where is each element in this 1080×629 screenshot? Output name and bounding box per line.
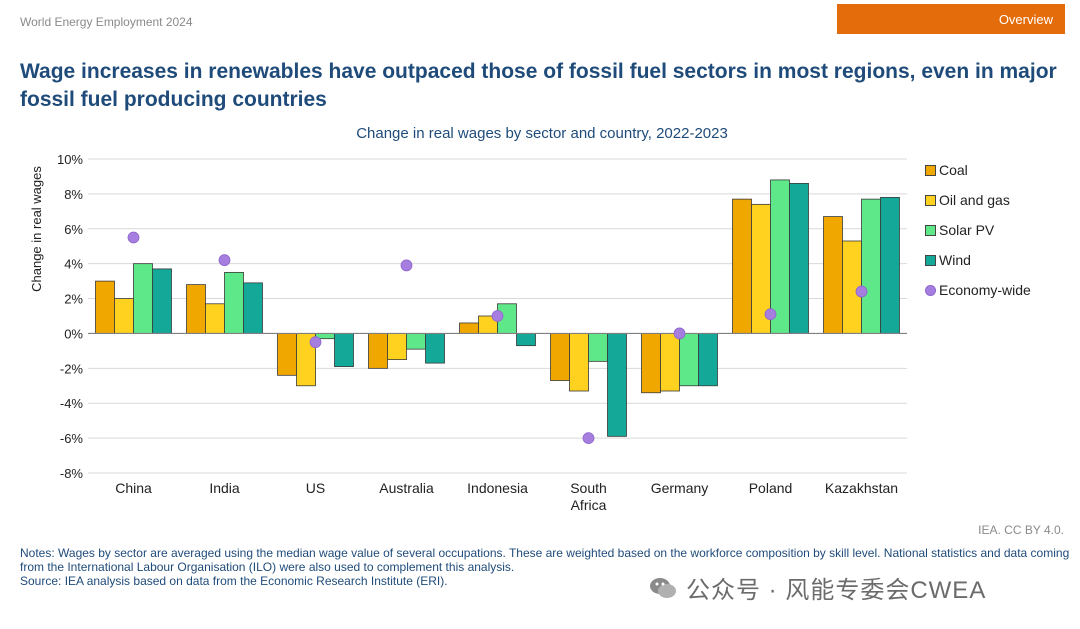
x-tick-label: Poland — [749, 480, 793, 496]
x-tick-label: Australia — [379, 480, 434, 496]
dot-economy-wide-south-africa — [582, 432, 595, 445]
bars — [95, 179, 900, 437]
bar-solar-pv-south-africa — [588, 333, 608, 362]
bar-coal-china — [95, 280, 115, 334]
legend-item-solar-pv: Solar PV — [925, 215, 1031, 245]
bar-coal-south-africa — [550, 333, 570, 381]
legend-item-oil-and-gas: Oil and gas — [925, 185, 1031, 215]
legend-swatch — [925, 164, 936, 176]
y-tick-label: 0% — [64, 326, 83, 341]
y-tick-label: 4% — [64, 257, 83, 272]
legend-label: Wind — [939, 252, 971, 268]
dot-economy-wide-kazakhstan — [855, 285, 868, 298]
legend-item-economy-wide: Economy-wide — [925, 275, 1031, 305]
bar-solar-pv-china — [133, 263, 153, 334]
x-tick-label: China — [115, 480, 152, 496]
bar-oil-and-gas-india — [205, 303, 225, 334]
legend-label: Economy-wide — [939, 282, 1031, 298]
bar-coal-us — [277, 333, 297, 376]
legend-label: Solar PV — [939, 222, 995, 238]
notes-text: Notes: Wages by sector are averaged usin… — [20, 546, 1070, 574]
x-tick-label: Indonesia — [467, 480, 528, 496]
dot-economy-wide-us — [309, 336, 322, 349]
legend-swatch — [925, 254, 936, 266]
bar-oil-and-gas-south-africa — [569, 333, 589, 392]
x-tick-label: India — [209, 480, 240, 496]
bar-wind-kazakhstan — [880, 196, 900, 334]
watermark-text: 公众号 · 风能专委会CWEA — [686, 577, 987, 604]
y-axis-label: Change in real wages — [29, 166, 44, 292]
bar-wind-indonesia — [516, 333, 536, 347]
bar-oil-and-gas-germany — [660, 333, 680, 392]
x-tick-label: US — [306, 480, 325, 496]
y-tick-label: 10% — [57, 152, 83, 167]
bar-solar-pv-india — [224, 271, 244, 334]
bar-solar-pv-kazakhstan — [861, 198, 881, 334]
x-tick-labels: China India US Australia Indonesia South Afric… — [115, 480, 898, 513]
bar-wind-us — [334, 333, 354, 367]
bar-coal-india — [186, 284, 206, 334]
y-tick-label: 6% — [64, 222, 83, 237]
dot-economy-wide-indonesia — [491, 310, 504, 322]
page-headline: Wage increases in renewables have outpac… — [20, 60, 1057, 111]
y-tick-label: 8% — [64, 187, 83, 202]
wage-change-chart: Change in real wages by sector and count… — [29, 125, 907, 513]
dot-economy-wide-india — [218, 254, 231, 267]
bar-coal-australia — [368, 333, 388, 369]
legend-item-wind: Wind — [925, 245, 1031, 275]
x-tick-label: Germany — [651, 480, 709, 496]
legend-swatch — [925, 224, 936, 236]
bar-coal-indonesia — [459, 322, 479, 334]
legend-item-coal: Coal — [925, 155, 1031, 185]
y-tick-label: 2% — [64, 292, 83, 307]
chart-title: Change in real wages by sector and count… — [356, 125, 728, 142]
bar-wind-australia — [425, 333, 445, 364]
bar-wind-india — [243, 282, 263, 334]
report-name: World Energy Employment 2024 — [20, 15, 193, 29]
bar-oil-and-gas-australia — [387, 333, 407, 361]
y-tick-label: -6% — [60, 431, 84, 446]
legend-label: Oil and gas — [939, 192, 1010, 208]
watermark: 公众号 · 风能专委会CWEA — [648, 570, 986, 605]
legend-swatch — [925, 194, 936, 206]
y-tick-label: -2% — [60, 361, 84, 376]
chart-legend: Coal Oil and gas Solar PV Wind Economy-wide — [925, 155, 1031, 305]
dot-economy-wide-australia — [400, 259, 413, 272]
economy-dots — [127, 231, 868, 445]
y-tick-label: -4% — [60, 396, 84, 411]
dot-economy-wide-germany — [673, 327, 686, 340]
notes-block: Notes: Wages by sector are averaged usin… — [20, 546, 1070, 588]
overview-tab[interactable]: Overview — [837, 4, 1065, 34]
legend-label: Coal — [939, 162, 968, 178]
bar-oil-and-gas-china — [114, 298, 134, 334]
x-tick-label: South Africa — [570, 480, 607, 513]
y-tick-labels: 10% 8% 6% 4% 2% 0% -2% -4% -6% -8% — [57, 152, 83, 481]
legend-swatch — [925, 284, 936, 296]
bar-wind-south-africa — [607, 333, 627, 437]
credit-label: IEA. CC BY 4.0. — [978, 523, 1064, 537]
bar-wind-china — [152, 268, 172, 334]
bar-solar-pv-australia — [406, 333, 426, 350]
bar-wind-poland — [789, 183, 809, 334]
bar-coal-kazakhstan — [823, 216, 843, 334]
bar-wind-germany — [698, 333, 718, 387]
wechat-icon — [650, 577, 676, 598]
y-tick-label: -8% — [60, 466, 84, 481]
dot-economy-wide-poland — [764, 308, 777, 321]
bar-solar-pv-germany — [679, 333, 699, 387]
bar-coal-germany — [641, 333, 661, 394]
bar-coal-poland — [732, 198, 752, 334]
dot-economy-wide-china — [127, 231, 140, 244]
x-tick-label: Kazakhstan — [825, 480, 898, 496]
source-text: Source: IEA analysis based on data from … — [20, 574, 448, 588]
